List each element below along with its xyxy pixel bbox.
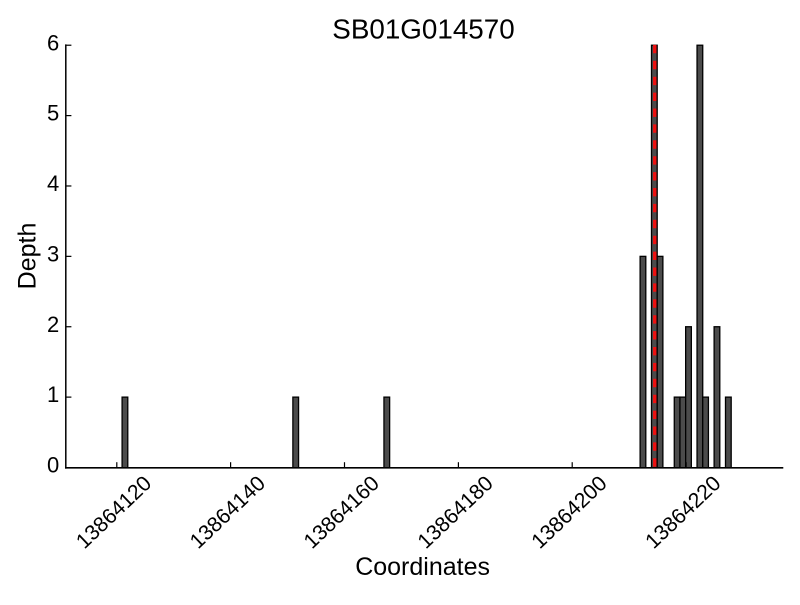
svg-text:4: 4: [47, 171, 59, 196]
svg-text:Depth: Depth: [14, 223, 42, 290]
svg-text:3: 3: [47, 242, 59, 267]
svg-text:5: 5: [47, 101, 59, 126]
svg-text:1: 1: [47, 382, 59, 407]
svg-text:SB01G014570: SB01G014570: [332, 14, 514, 45]
svg-text:2: 2: [47, 312, 59, 337]
svg-text:0: 0: [47, 453, 59, 478]
svg-text:Coordinates: Coordinates: [355, 553, 490, 581]
svg-text:6: 6: [47, 30, 59, 55]
